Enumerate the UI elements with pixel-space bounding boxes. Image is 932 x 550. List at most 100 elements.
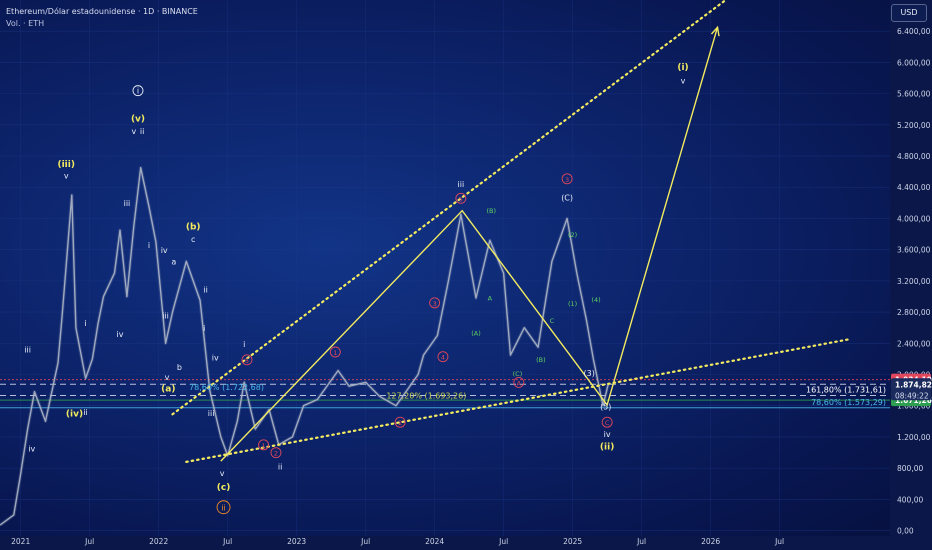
wave-label: (i): [677, 63, 688, 73]
wave-label: iv: [212, 353, 219, 362]
wave-label: 3: [433, 300, 437, 308]
wave-label: 3: [565, 176, 569, 184]
wave-label: (v): [131, 115, 145, 125]
price-line-halo: [0, 165, 611, 527]
wave-label-circle: [437, 351, 449, 363]
horizontal-levels: 161,80% (1.731,61) 78,60% (1.573,29): [0, 379, 890, 409]
price-badge-label: 1.671,26: [895, 396, 932, 405]
wave-label: 2: [398, 419, 402, 427]
x-axis[interactable]: 2021 Jul 2022 Jul 2023 Jul 2024 Jul 2025 Jul 2026 J…: [0, 536, 932, 550]
wave-label: (C): [561, 194, 573, 203]
wave-label: 2: [274, 450, 278, 458]
wave-label-circle: [329, 346, 341, 358]
fib-annotation: 78,60% (1.722,68): [189, 383, 264, 392]
y-tick-label: 4.800,00: [897, 152, 931, 161]
wave-label: ii: [221, 503, 225, 512]
wave-label-circle: [394, 416, 406, 428]
wave-label: ii: [278, 463, 282, 472]
wave-label: ii: [140, 127, 144, 136]
y-axis-bg: [890, 0, 932, 550]
y-tick-label: 0,00: [897, 527, 914, 536]
wave-label: v: [220, 469, 225, 478]
wave-label: i: [203, 324, 205, 333]
y-tick-label: 5.200,00: [897, 121, 931, 130]
x-tick-label: Jul: [636, 537, 646, 546]
price-badge: [891, 378, 931, 391]
wave-label-circle: [601, 416, 613, 428]
y-tick-label: 4.000,00: [897, 214, 931, 223]
wave-label-circle: [561, 173, 573, 185]
y-tick-label: 6.000,00: [897, 58, 931, 67]
wave-label: 5: [459, 195, 463, 203]
x-tick-label: Jul: [498, 537, 508, 546]
wave-label: (3): [584, 369, 595, 378]
wave-label: b: [177, 363, 182, 372]
fib-level-label: 78,60% (1.573,29): [811, 398, 886, 407]
x-tick-label: 2024: [425, 537, 444, 546]
price-series: [0, 165, 611, 527]
x-tick-label: Jul: [360, 537, 370, 546]
x-tick-label: Jul: [774, 537, 784, 546]
y-axis[interactable]: 0,00400,00800,001.200,001.600,002.000,00…: [890, 0, 932, 550]
y-tick-label: 5.600,00: [897, 90, 931, 99]
grid: [0, 0, 890, 536]
wave-label: 1: [333, 349, 337, 357]
x-tick-label: 2025: [563, 537, 582, 546]
arrow-head: [710, 25, 720, 37]
wave-label: (4): [591, 296, 600, 304]
wave-label: A: [517, 379, 522, 387]
y-tick-label: 4.400,00: [897, 183, 931, 192]
wave-label: (a): [161, 385, 175, 395]
wave-label: iv: [117, 330, 124, 339]
wave-label: (ii): [600, 442, 614, 452]
y-tick-label: 1.200,00: [897, 433, 931, 442]
wave-label-circle: [455, 192, 467, 204]
wave-label: (C): [513, 370, 523, 378]
wave-label-circle: [216, 500, 231, 515]
wave-label: i: [137, 87, 139, 96]
x-tick-label: 2021: [11, 537, 30, 546]
countdown-label: 08:49:22: [895, 391, 929, 400]
wave-label: 1: [261, 442, 265, 450]
wave-label: (iv): [66, 410, 83, 420]
y-tick-label: 800,00: [897, 464, 923, 473]
currency-button[interactable]: USD: [891, 4, 927, 22]
wave-label: iii: [162, 311, 169, 320]
wave-label: (2): [568, 231, 577, 239]
y-tick-label: 6.400,00: [897, 27, 931, 36]
symbol-title[interactable]: Ethereum/Dólar estadounidense · 1D · BIN…: [6, 7, 198, 16]
y-tick-label: 1.600,00: [897, 402, 931, 411]
x-axis-bg: [0, 536, 932, 550]
wave-label-circle: [513, 376, 525, 388]
trend-lines[interactable]: [171, 0, 850, 463]
dotted-trend-line: [185, 338, 850, 463]
wave-label: v: [131, 127, 136, 136]
fib-annotation: 127,20% (1.693,26): [386, 392, 466, 401]
wave-label: v: [165, 373, 170, 382]
wave-label: a: [171, 257, 176, 266]
wave-label: (B): [536, 356, 546, 364]
volume-indicator-label[interactable]: Vol. · ETH: [6, 19, 45, 28]
price-line: [0, 167, 610, 526]
price-badge-label: 1.874,82: [895, 380, 932, 389]
x-tick-label: 2022: [149, 537, 168, 546]
wave-label: (iii): [57, 160, 74, 170]
wave-label: iv: [604, 430, 611, 439]
wave-label: v: [681, 76, 686, 85]
x-tick-label: 2023: [287, 537, 306, 546]
x-tick-label: Jul: [84, 537, 94, 546]
wave-label-circle: [270, 447, 282, 459]
wave-label: iii: [124, 199, 131, 208]
wave-label: i: [243, 340, 245, 349]
x-tick-label: 2026: [701, 537, 720, 546]
elliott-wave-path: [220, 27, 719, 462]
y-tick-label: 400,00: [897, 495, 923, 504]
wave-label: ii: [83, 408, 87, 417]
y-tick-label: 3.600,00: [897, 246, 931, 255]
wave-label: (c): [217, 483, 231, 493]
wave-label: (b): [186, 222, 201, 232]
wave-label: i: [148, 241, 150, 250]
dotted-trend-line: [171, 0, 728, 416]
